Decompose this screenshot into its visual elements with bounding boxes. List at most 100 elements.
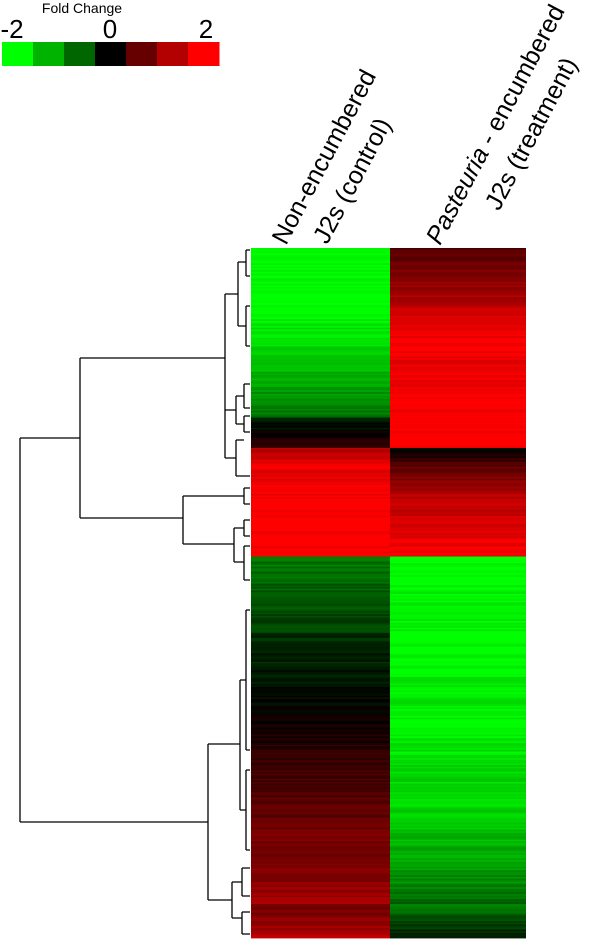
heatmap-cell bbox=[251, 863, 390, 866]
heatmap-cell bbox=[251, 463, 390, 466]
heatmap-cell bbox=[390, 832, 526, 835]
heatmap-cell bbox=[251, 331, 390, 334]
heatmap-cell bbox=[390, 487, 526, 490]
heatmap-cell bbox=[251, 261, 390, 264]
heatmap-cell bbox=[251, 361, 390, 364]
heatmap-cell bbox=[390, 253, 526, 256]
heatmap-cell bbox=[390, 754, 526, 757]
heatmap-cell bbox=[251, 656, 390, 659]
heatmap-cell bbox=[251, 441, 390, 444]
heatmap-cell bbox=[251, 627, 390, 630]
heatmap-cell bbox=[390, 346, 526, 349]
heatmap-cell bbox=[390, 893, 526, 897]
heatmap-cell bbox=[251, 787, 390, 790]
heatmap-cell bbox=[251, 609, 390, 612]
heatmap-cell bbox=[251, 905, 390, 908]
heatmap-cell bbox=[251, 727, 390, 730]
heatmap-cell bbox=[251, 648, 390, 651]
heatmap-cell bbox=[251, 885, 390, 888]
heatmap-cell bbox=[251, 793, 390, 796]
heatmap-cell bbox=[390, 695, 526, 698]
heatmap-cell bbox=[390, 488, 526, 491]
heatmap-cell bbox=[390, 297, 526, 300]
heatmap-cell bbox=[390, 393, 526, 396]
heatmap-cell bbox=[251, 405, 390, 408]
heatmap-cell bbox=[390, 565, 526, 568]
heatmap-cell bbox=[251, 721, 390, 724]
heatmap-cell bbox=[390, 626, 526, 629]
heatmap-cell bbox=[251, 480, 390, 483]
heatmap-cell bbox=[390, 868, 526, 871]
heatmap-cell bbox=[251, 498, 390, 502]
heatmap-cell bbox=[390, 451, 526, 454]
heatmap-cell bbox=[251, 585, 390, 588]
heatmap-cell bbox=[251, 710, 390, 713]
heatmap-cell bbox=[251, 322, 390, 325]
heatmap-cell bbox=[390, 522, 526, 525]
heatmap-cell bbox=[251, 539, 390, 542]
heatmap-cell bbox=[390, 576, 526, 579]
heatmap-cell bbox=[251, 821, 390, 824]
heatmap-cell bbox=[390, 609, 526, 612]
heatmap-cell bbox=[251, 688, 390, 691]
heatmap-cell bbox=[390, 444, 526, 447]
heatmap-cell bbox=[251, 683, 390, 686]
heatmap-cell bbox=[390, 675, 526, 678]
color-legend: Fold Change -2 0 2 bbox=[0, 0, 220, 66]
heatmap-cell bbox=[251, 780, 390, 783]
heatmap-cell bbox=[251, 578, 390, 581]
heatmap-cell bbox=[390, 892, 526, 895]
heatmap-cell bbox=[390, 836, 526, 839]
heatmap-cell bbox=[390, 749, 526, 752]
heatmap-cell bbox=[390, 871, 526, 874]
heatmap-cell bbox=[251, 766, 390, 769]
dendrogram-branch-a bbox=[224, 293, 238, 411]
heatmap-cell bbox=[390, 380, 526, 383]
heatmap-cell bbox=[390, 556, 526, 559]
heatmap-cell bbox=[390, 848, 526, 851]
heatmap-cell bbox=[390, 481, 526, 485]
heatmap-cell bbox=[390, 910, 526, 913]
heatmap-cell bbox=[251, 912, 390, 915]
heatmap-cell bbox=[251, 922, 390, 925]
heatmap-cell bbox=[390, 385, 526, 388]
legend-swatch bbox=[126, 42, 158, 66]
heatmap-cell bbox=[390, 288, 526, 291]
heatmap-cell bbox=[251, 844, 390, 847]
heatmap-cell bbox=[251, 702, 390, 705]
heatmap-cell bbox=[390, 914, 526, 917]
heatmap-cell bbox=[251, 368, 390, 371]
heatmap-cell bbox=[390, 312, 526, 315]
heatmap-cell bbox=[251, 551, 390, 554]
heatmap-cell bbox=[390, 641, 526, 644]
heatmap-cell bbox=[251, 597, 390, 600]
heatmap-cell bbox=[390, 804, 526, 807]
heatmap-cell bbox=[390, 324, 526, 327]
heatmap-cell bbox=[390, 366, 526, 369]
heatmap-cell bbox=[390, 590, 526, 593]
heatmap-cell bbox=[251, 536, 390, 539]
heatmap-cell bbox=[390, 542, 526, 546]
heatmap-cell bbox=[390, 826, 526, 829]
heatmap-cell bbox=[251, 407, 390, 410]
heatmap-cell bbox=[251, 685, 390, 688]
heatmap-cell bbox=[251, 292, 390, 295]
heatmap-cell bbox=[251, 558, 390, 561]
heatmap-cell bbox=[251, 892, 390, 895]
heatmap-cell bbox=[390, 883, 526, 886]
heatmap-cell bbox=[390, 800, 526, 803]
dendrogram-leaf-group bbox=[243, 545, 250, 581]
heatmap-cell bbox=[390, 534, 526, 537]
heatmap-cell bbox=[390, 375, 526, 378]
heatmap-cell bbox=[251, 427, 390, 430]
heatmap-cell bbox=[251, 565, 390, 568]
heatmap-cell bbox=[390, 371, 526, 374]
heatmap-cell bbox=[251, 554, 390, 557]
heatmap-cell bbox=[251, 726, 390, 729]
heatmap-cell bbox=[251, 385, 390, 388]
heatmap-cell bbox=[390, 325, 526, 329]
heatmap-cell bbox=[390, 592, 526, 595]
heatmap-cell bbox=[390, 758, 526, 761]
heatmap-cell bbox=[390, 817, 526, 820]
heatmap-cell bbox=[390, 322, 526, 325]
